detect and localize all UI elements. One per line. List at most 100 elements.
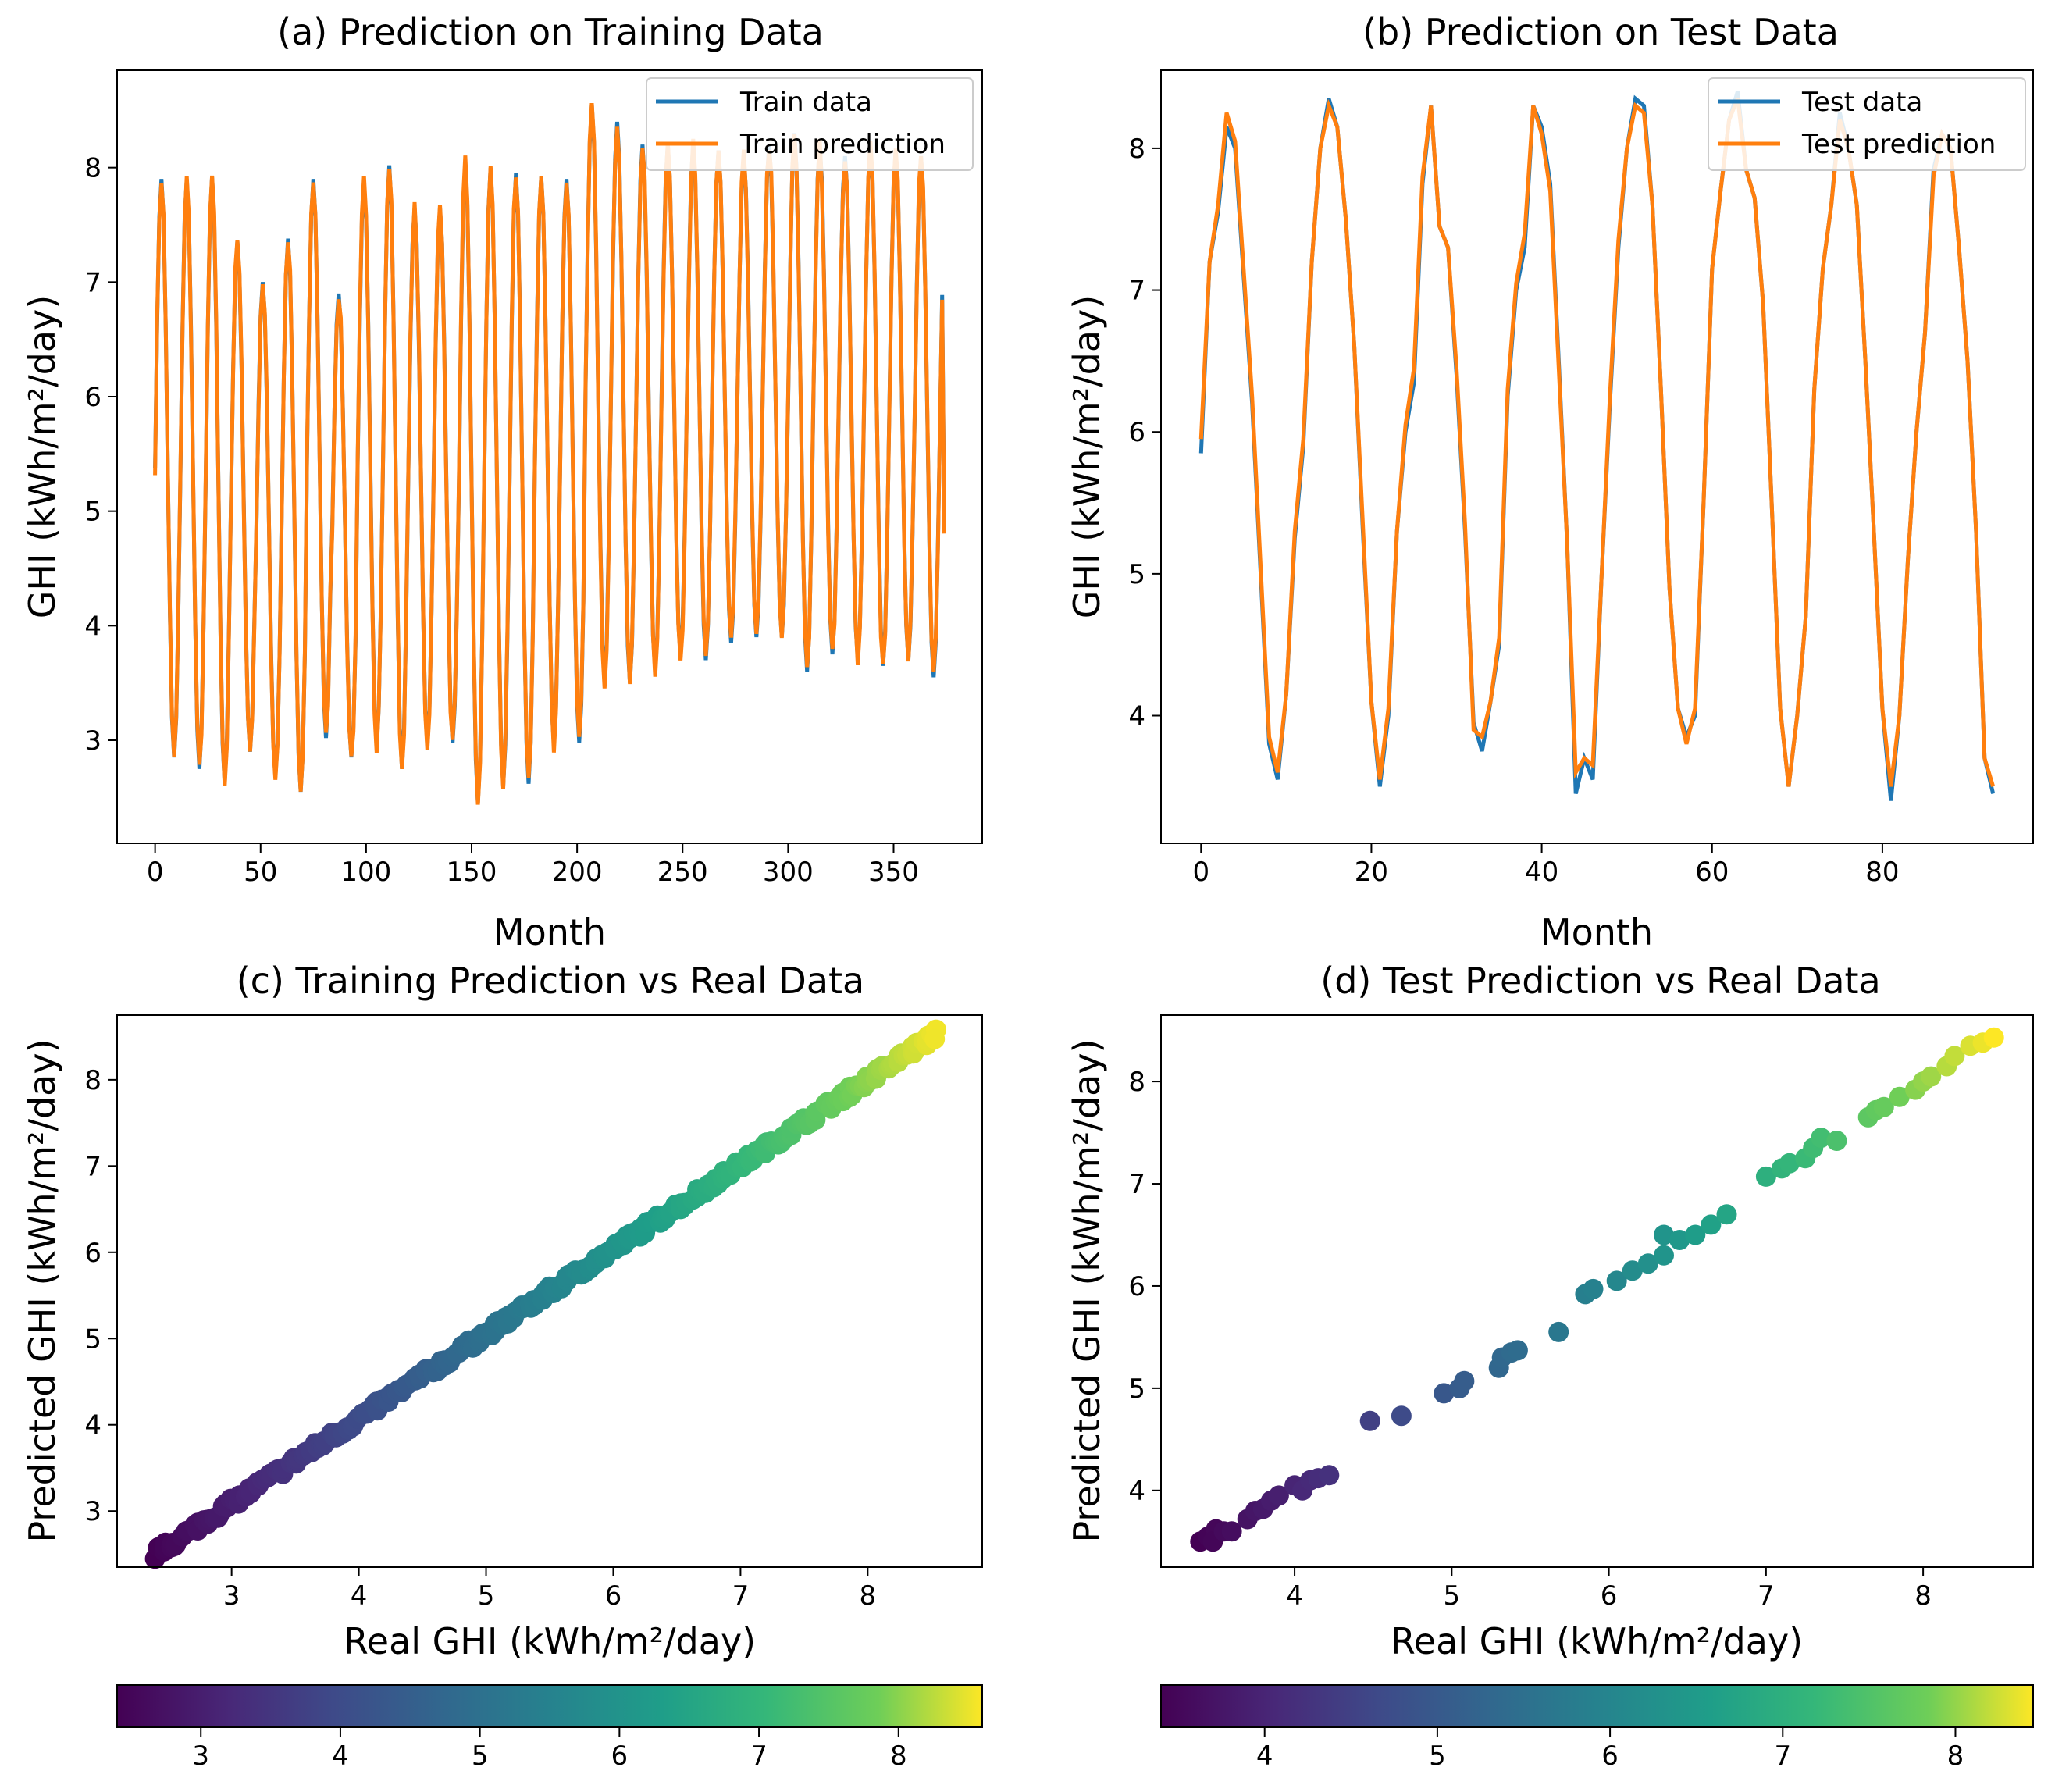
- scatter-point: [1944, 1046, 1965, 1067]
- legend-box: [646, 77, 974, 171]
- x-tick-label: 6: [1601, 1580, 1618, 1612]
- panel-c: (c) Training Prediction vs Real Data 3 4 5…: [21, 960, 983, 1772]
- colorbar-d-gradient: [1160, 1684, 2034, 1728]
- scatter-point: [1701, 1214, 1722, 1235]
- panel-b: (b) Prediction on Test Data 0 20 40 60 80 4 5 6…: [1066, 11, 2034, 953]
- panel-d-title: (d) Test Prediction vs Real Data: [1320, 960, 1881, 1002]
- x-tick-label: 4: [1286, 1580, 1303, 1612]
- colorbar-tick-label: 8: [890, 1740, 907, 1772]
- scatter-point: [1654, 1245, 1674, 1266]
- scatter-point: [1583, 1278, 1604, 1299]
- legend-train-data-label: Train data: [739, 87, 872, 118]
- x-tick-label: 60: [1695, 857, 1729, 888]
- y-tick-label: 5: [1128, 1373, 1145, 1405]
- y-tick-label: 5: [1128, 559, 1145, 590]
- colorbar-tick-label: 3: [192, 1740, 209, 1772]
- colorbar-tick-label: 4: [332, 1740, 349, 1772]
- x-tick-label: 7: [1758, 1580, 1775, 1612]
- y-tick-label: 4: [84, 1410, 102, 1441]
- test-prediction-line: [1198, 98, 1996, 788]
- colorbar-tick-label: 4: [1256, 1740, 1273, 1772]
- panel-a: (a) Prediction on Training Data 0 50 100 15…: [21, 11, 983, 953]
- legend-test-prediction-label: Test prediction: [1801, 129, 1996, 160]
- colorbar-c-gradient: [116, 1684, 983, 1728]
- scatter-point: [1889, 1086, 1910, 1107]
- colorbar-tick-label: 6: [611, 1740, 629, 1772]
- scatter-point: [1507, 1340, 1528, 1361]
- scatter-point: [1873, 1096, 1894, 1117]
- panel-c-xlabel: Real GHI (kWh/m²/day): [344, 1620, 756, 1662]
- colorbar-tick-label: 6: [1601, 1740, 1619, 1772]
- x-tick-label: 80: [1865, 857, 1899, 888]
- train-prediction-line: [153, 103, 946, 805]
- legend-test-data-label: Test data: [1801, 87, 1922, 118]
- x-tick-label: 0: [1192, 857, 1209, 888]
- y-tick-label: 7: [1128, 276, 1145, 307]
- panel-a-ylabel: GHI (kWh/m²/day): [21, 295, 63, 618]
- panel-b-plot: 0 20 40 60 80 4 5 6 7 8: [1128, 91, 1996, 888]
- scatter-point: [1221, 1521, 1242, 1542]
- scatter-point: [1268, 1485, 1289, 1506]
- y-tick-label: 4: [84, 611, 102, 642]
- y-tick-label: 5: [84, 1324, 102, 1355]
- colorbar-c-ticks: 3 4 5 6 7 8: [192, 1727, 907, 1772]
- panel-c-title: (c) Training Prediction vs Real Data: [237, 960, 865, 1002]
- y-tick-label: 8: [1128, 134, 1145, 165]
- scatter-point: [1637, 1253, 1658, 1274]
- colorbar-tick-label: 5: [472, 1740, 489, 1772]
- panel-d: (d) Test Prediction vs Real Data 4 5 6 7 8 4 5…: [1066, 960, 2034, 1772]
- panel-c-colorbar: 3 4 5 6 7 8: [116, 1684, 983, 1772]
- legend-box: [1708, 77, 2026, 171]
- scatter-point: [1622, 1260, 1643, 1281]
- x-tick-label: 0: [147, 857, 164, 888]
- x-tick-label: 3: [223, 1580, 240, 1612]
- panel-b-title: (b) Prediction on Test Data: [1362, 11, 1839, 53]
- legend-train-prediction-label: Train prediction: [739, 129, 946, 160]
- scatter-point: [1779, 1153, 1800, 1174]
- scatter-point: [1811, 1128, 1832, 1149]
- panel-a-plot: 0 50 100 150 200 250 300 350 3 4 5 6 7 8: [84, 103, 946, 888]
- panel-a-frame: [116, 69, 983, 844]
- colorbar-tick-label: 8: [1947, 1740, 1964, 1772]
- x-tick-label: 50: [244, 857, 277, 888]
- x-tick-label: 6: [605, 1580, 622, 1612]
- panel-a-xlabel: Month: [493, 911, 606, 953]
- panel-b-legend: Test data Test prediction: [1708, 77, 2026, 171]
- y-tick-label: 6: [84, 382, 102, 413]
- x-tick-label: 250: [657, 857, 708, 888]
- y-tick-label: 7: [1128, 1169, 1145, 1200]
- x-tick-label: 20: [1355, 857, 1388, 888]
- panel-d-ylabel: Predicted GHI (kWh/m²/day): [1066, 1039, 1108, 1542]
- x-tick-label: 7: [732, 1580, 750, 1612]
- x-tick-label: 5: [478, 1580, 495, 1612]
- y-tick-label: 6: [1128, 1271, 1145, 1302]
- y-tick-label: 5: [84, 497, 102, 528]
- panel-c-frame: [116, 1014, 983, 1568]
- y-tick-label: 6: [84, 1238, 102, 1269]
- panel-d-frame: [1160, 1014, 2034, 1568]
- colorbar-tick-label: 7: [750, 1740, 768, 1772]
- scatter-point: [1983, 1027, 2004, 1048]
- x-tick-label: 5: [1444, 1580, 1461, 1612]
- panel-d-xlabel: Real GHI (kWh/m²/day): [1391, 1620, 1803, 1662]
- panel-d-colorbar: 4 5 6 7 8: [1160, 1684, 2034, 1772]
- y-tick-label: 7: [84, 1151, 102, 1182]
- scatter-point: [1685, 1224, 1706, 1245]
- scatter-point: [1716, 1204, 1737, 1225]
- y-tick-label: 3: [84, 1496, 102, 1527]
- x-tick-label: 40: [1525, 857, 1558, 888]
- x-tick-label: 300: [763, 857, 814, 888]
- scatter-point: [1319, 1465, 1340, 1486]
- panel-b-xlabel: Month: [1540, 911, 1653, 953]
- y-tick-label: 8: [1128, 1067, 1145, 1098]
- panel-d-plot: 4 5 6 7 8 4 5 6 7 8: [1128, 1027, 2004, 1612]
- panel-a-legend: Train data Train prediction: [646, 77, 974, 171]
- scatter-point: [924, 1028, 946, 1049]
- scatter-point: [1548, 1321, 1569, 1342]
- scatter-point: [1654, 1224, 1674, 1245]
- panel-c-ylabel: Predicted GHI (kWh/m²/day): [21, 1039, 63, 1542]
- x-tick-label: 100: [340, 857, 391, 888]
- scatter-point: [1606, 1270, 1627, 1291]
- scatter-point: [1669, 1230, 1690, 1250]
